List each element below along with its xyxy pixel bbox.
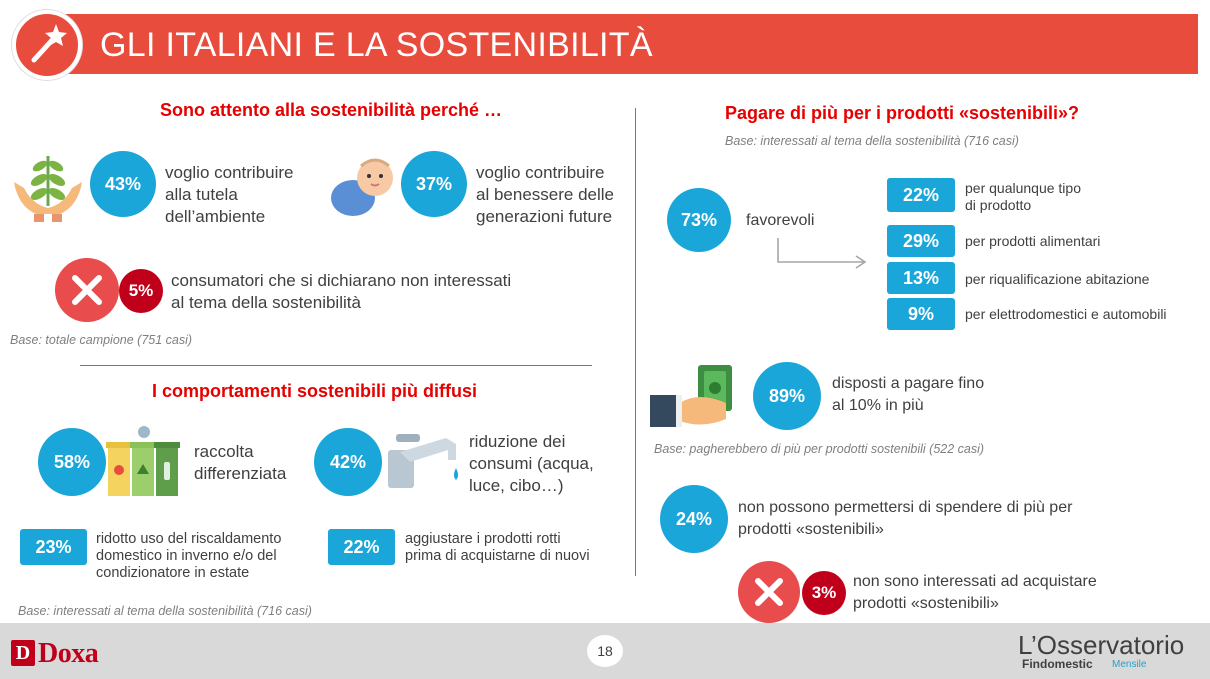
text-line: disposti a pagare fino [832,375,985,392]
stat-text-ambiente: voglio contribuire alla tutela dell’ambi… [165,162,294,228]
x-circle [55,258,119,322]
base-note-campione: Base: totale campione (751 casi) [10,333,193,347]
stat-circle-24: 24% [660,485,728,553]
baby-icon [331,158,393,216]
horizontal-divider [80,365,592,366]
header-badge [12,10,82,80]
text-line: generazioni future [476,207,613,226]
vertical-divider [635,108,636,576]
doxa-logo: Doxa [38,638,99,669]
stat-text-riduzione: riduzione dei consumi (acqua, luce, cibo… [469,431,594,497]
stat-pill-9: 9% [887,298,955,330]
arrow-icon [777,238,867,269]
text-line: differenziata [194,464,287,483]
text-line: non possono permettersi di spendere di p… [738,499,1073,516]
stat-circle-73: 73% [667,188,731,252]
text-line: non sono interessati ad acquistare [853,573,1097,590]
text-line: consumatori che si dichiarano non intere… [171,271,512,290]
stat-text-disposti: disposti a pagare fino al 10% in più [832,373,984,417]
text-line: aggiustare i prodotti rotti [405,531,561,547]
stat-text-riscaldamento: ridotto uso del riscaldamento domestico … [96,531,281,582]
section-title-pagare: Pagare di più per i prodotti «sostenibil… [725,103,1080,123]
money-hand-icon [650,365,732,427]
mensile-label: Mensile [1112,659,1147,670]
base-note-right-top: Base: interessati al tema della sostenib… [725,134,1019,148]
recycle-bins-icon [106,426,180,496]
stat-text-raccolta: raccolta differenziata [194,441,286,485]
hands-plant-icon [14,156,82,222]
text-line: consumi (acqua, [469,454,594,473]
text-line: raccolta [194,442,254,461]
header-bar [60,14,1198,74]
stat-text-qualunque: per qualunque tipo di prodotto [965,180,1081,214]
stat-pill-29: 29% [887,225,955,257]
x-circle-right [738,561,800,623]
stat-pill-22: 22% [328,529,395,565]
stat-text-elettrodomestici: per elettrodomestici e automobili [965,306,1167,322]
stat-text-alimentari: per prodotti alimentari [965,233,1101,249]
osservatorio-logo: L’Osservatorio [1018,630,1185,660]
close-icon [72,275,102,305]
stat-text-aggiustare: aggiustare i prodotti rotti prima di acq… [405,531,590,565]
magic-wand-icon [31,24,67,63]
close-icon [755,578,783,606]
section-title-attento: Sono attento alla sostenibilità perché … [160,100,503,120]
text-line: voglio contribuire [165,163,294,182]
text-line: dell’ambiente [165,207,266,226]
stat-pill-22-right: 22% [887,178,955,212]
text-line: condizionatore in estate [96,565,250,581]
text-line: prodotti «sostenibili» [853,595,999,612]
stat-circle-37: 37% [401,151,467,217]
favorevoli-label: favorevoli [746,212,815,229]
stat-text-abitazione: per riqualificazione abitazione [965,271,1150,287]
text-line: al benessere delle [476,185,614,204]
faucet-icon [388,434,458,488]
text-line: al 10% in più [832,397,924,414]
stat-pill-23: 23% [20,529,87,565]
stat-circle-89: 89% [753,362,821,430]
text-line: al tema della sostenibilità [171,293,361,312]
stat-circle-43: 43% [90,151,156,217]
text-line: voglio contribuire [476,163,605,182]
text-line: ridotto uso del riscaldamento [96,531,282,547]
text-line: prodotti «sostenibili» [738,521,884,538]
text-line: per qualunque tipo [965,180,1081,196]
page-number: 18 [587,635,623,667]
text-line: domestico in inverno e/o del [96,548,277,564]
base-note-interessati: Base: interessati al tema della sostenib… [18,604,312,618]
text-line: prima di acquistarne di nuovi [405,548,590,564]
text-line: riduzione dei [469,432,566,451]
text-line: luce, cibo…) [469,476,564,495]
stat-text-non-interessati: consumatori che si dichiarano non intere… [171,270,511,314]
stat-text-non-interessati-acquistare: non sono interessati ad acquistare prodo… [853,571,1097,615]
stat-circle-58: 58% [38,428,106,496]
stat-circle-42: 42% [314,428,382,496]
doxa-logo-mark: D [11,640,35,666]
stat-text-non-possono: non possono permettersi di spendere di p… [738,497,1072,541]
stat-circle-5: 5% [119,269,163,313]
findomestic-label: Findomestic [1022,657,1093,671]
stat-pill-13: 13% [887,262,955,294]
stat-text-generazioni: voglio contribuire al benessere delle ge… [476,162,614,228]
stat-circle-3: 3% [802,571,846,615]
base-note-right-mid: Base: pagherebbero di più per prodotti s… [654,442,985,456]
text-line: di prodotto [965,197,1032,213]
section-title-comportamenti: I comportamenti sostenibili più diffusi [152,381,478,401]
text-line: alla tutela [165,185,238,204]
page-title: GLI ITALIANI E LA SOSTENIBILITÀ [100,26,653,64]
